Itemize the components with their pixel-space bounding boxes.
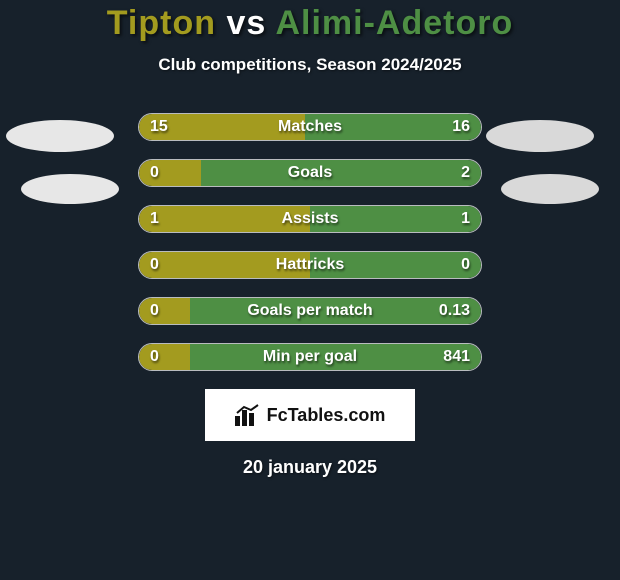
team-badge-right [501, 174, 599, 204]
stat-label: Hattricks [276, 251, 344, 279]
stat-row: 1 1 Assists [138, 205, 482, 233]
player2-name: Alimi-Adetoro [275, 4, 513, 42]
stat-label: Assists [282, 205, 339, 233]
stat-bar-left [139, 298, 190, 324]
stat-value-left: 1 [150, 205, 159, 233]
stat-row: 0 0 Hattricks [138, 251, 482, 279]
stat-value-left: 0 [150, 343, 159, 371]
chart-icon [235, 404, 261, 426]
stat-value-right: 16 [452, 113, 470, 141]
stat-row: 15 16 Matches [138, 113, 482, 141]
stat-value-right: 1 [461, 205, 470, 233]
stat-label: Goals [288, 159, 332, 187]
stat-label: Goals per match [247, 297, 372, 325]
stat-bar-left [139, 344, 190, 370]
team-badge-left [6, 120, 114, 152]
player1-name: Tipton [107, 4, 216, 42]
fctables-logo: FcTables.com [205, 389, 415, 441]
logo-text: FcTables.com [267, 405, 386, 426]
stat-value-right: 0 [461, 251, 470, 279]
stat-label: Matches [278, 113, 342, 141]
subtitle: Club competitions, Season 2024/2025 [0, 55, 620, 75]
stat-bar-right [201, 160, 481, 186]
stat-row: 0 841 Min per goal [138, 343, 482, 371]
comparison-title: Tipton vs Alimi-Adetoro [0, 4, 620, 43]
stat-value-right: 841 [443, 343, 470, 371]
stat-row: 0 2 Goals [138, 159, 482, 187]
stat-value-right: 0.13 [439, 297, 470, 325]
stat-value-left: 15 [150, 113, 168, 141]
stat-label: Min per goal [263, 343, 357, 371]
team-badge-left [21, 174, 119, 204]
stat-value-left: 0 [150, 251, 159, 279]
stats-chart: 1516Matches02Goals11Assists00Hattricks00… [0, 113, 620, 371]
date-text: 20 january 2025 [0, 457, 620, 478]
vs-text: vs [226, 4, 266, 42]
stat-value-right: 2 [461, 159, 470, 187]
stat-row: 0 0.13 Goals per match [138, 297, 482, 325]
stat-value-left: 0 [150, 159, 159, 187]
stat-bar-left [139, 160, 201, 186]
team-badge-right [486, 120, 594, 152]
stat-value-left: 0 [150, 297, 159, 325]
